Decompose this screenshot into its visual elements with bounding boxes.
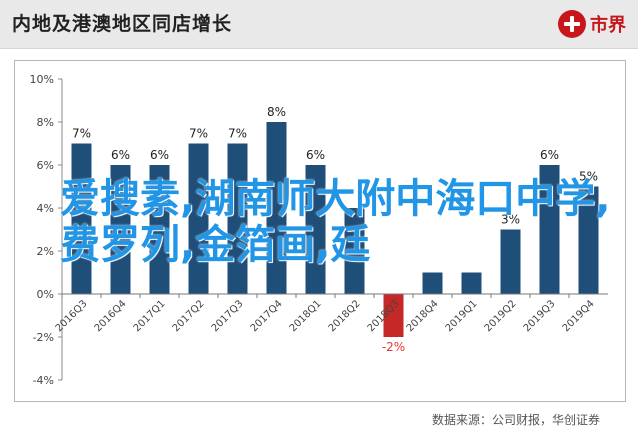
data-label: 6% (306, 148, 325, 162)
data-label: 6% (150, 148, 169, 162)
data-label: 7% (189, 127, 208, 141)
logo-text: 市界 (590, 15, 626, 36)
x-tick-label: 2019Q3 (522, 298, 558, 334)
bar (71, 143, 92, 294)
y-tick-label: 4% (37, 202, 54, 215)
x-tick-label: 2017Q1 (132, 298, 168, 334)
y-tick-label: 0% (37, 288, 54, 301)
x-tick-label: 2017Q2 (171, 298, 207, 334)
bar (539, 165, 560, 294)
y-tick-label: 6% (37, 159, 54, 172)
x-tick-label: 2018Q2 (327, 298, 363, 334)
bar (266, 122, 287, 294)
x-tick-label: 2019Q4 (561, 298, 597, 334)
data-label: 7% (72, 127, 91, 141)
page-title: 内地及港澳地区同店增长 (12, 13, 233, 35)
x-tick-label: 2019Q1 (444, 298, 480, 334)
bar (500, 229, 521, 294)
y-tick-label: -4% (33, 374, 54, 387)
brand-logo: 市界 (558, 8, 626, 40)
y-tick-label: 8% (37, 116, 54, 129)
x-tick-label: 2018Q1 (288, 298, 324, 334)
bar (422, 272, 443, 294)
data-label: 5% (579, 170, 598, 184)
data-label: 7% (228, 127, 247, 141)
x-tick-label: 2017Q4 (249, 298, 285, 334)
data-label: -2% (382, 340, 405, 354)
bar (578, 186, 599, 294)
bar (461, 272, 482, 294)
y-tick-label: 2% (37, 245, 54, 258)
x-tick-label: 2017Q3 (210, 298, 246, 334)
bar (344, 208, 365, 294)
data-label: 6% (540, 148, 559, 162)
sijie-logo-icon (558, 10, 586, 38)
data-label: 8% (267, 105, 286, 119)
header-bar: 内地及港澳地区同店增长 市界 (0, 0, 638, 49)
data-label: 6% (111, 148, 130, 162)
x-tick-label: 2018Q4 (405, 298, 441, 334)
y-tick-label: -2% (33, 331, 54, 344)
x-tick-label: 2016Q4 (93, 298, 129, 334)
bar (305, 165, 326, 294)
bar (227, 143, 248, 294)
bar (188, 143, 209, 294)
x-tick-label: 2016Q3 (54, 298, 90, 334)
x-tick-label: 2019Q2 (483, 298, 519, 334)
bar (383, 294, 404, 337)
y-tick-label: 10% (30, 73, 54, 86)
data-label: 3% (501, 213, 520, 227)
data-source-note: 数据来源：公司财报，华创证券 (431, 413, 600, 427)
bar (110, 165, 131, 294)
bar (149, 165, 170, 294)
